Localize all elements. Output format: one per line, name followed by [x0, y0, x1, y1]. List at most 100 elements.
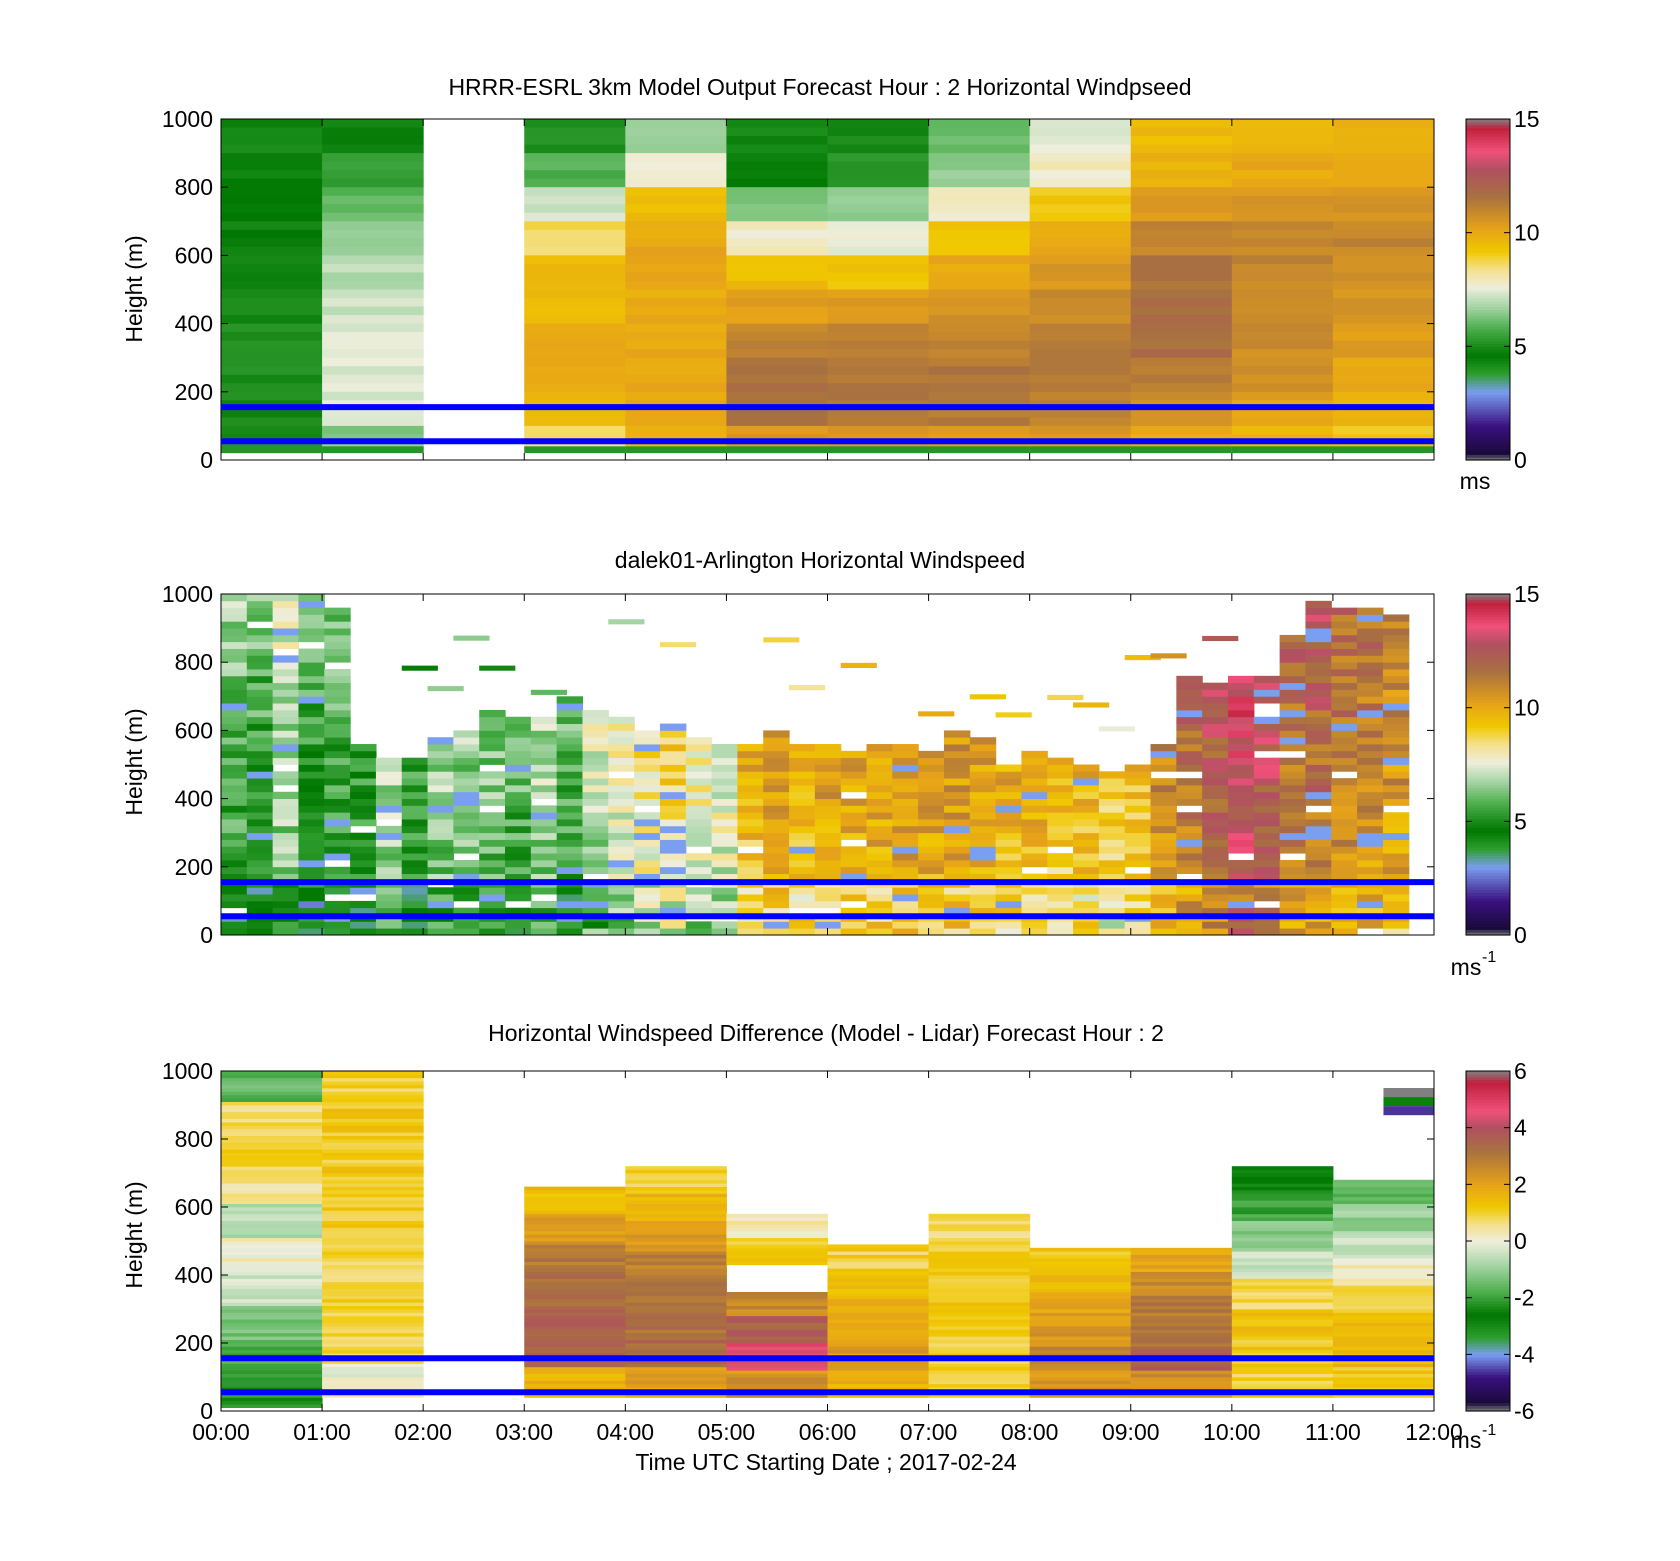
heatmap-cell: [298, 669, 325, 677]
colorbar-swatch: [1466, 1243, 1510, 1248]
heatmap-cell: [221, 866, 248, 875]
x-tick-label: 11:00: [1305, 1419, 1361, 1445]
heatmap-cell: [524, 1329, 626, 1334]
heatmap-cell: [763, 819, 790, 827]
heatmap-cell: [685, 873, 713, 881]
heatmap-cell: [726, 255, 828, 265]
heatmap-cell: [1382, 853, 1410, 861]
heatmap-cell: [530, 805, 558, 813]
heatmap-cell: [625, 153, 727, 163]
heatmap-cell: [943, 921, 971, 929]
colorbar-swatch: [1466, 628, 1510, 632]
heatmap-cell: [1305, 716, 1332, 724]
heatmap-cell: [1029, 1339, 1132, 1344]
heatmap-cell: [1202, 839, 1229, 847]
heatmap-cell: [634, 744, 661, 752]
heatmap-cell: [246, 614, 274, 622]
colorbar-swatch: [1466, 670, 1510, 675]
colorbar-swatch: [1466, 1204, 1510, 1208]
heatmap-cell: [634, 846, 661, 854]
colorbar-swatch: [1466, 221, 1510, 225]
heatmap-cell: [246, 716, 274, 724]
heatmap-cell: [556, 900, 584, 909]
heatmap-cell: [556, 709, 584, 718]
heatmap-cell: [1332, 1360, 1435, 1364]
colorbar-swatch: [1466, 869, 1510, 874]
heatmap-cell: [1130, 383, 1233, 393]
heatmap-cell: [1227, 709, 1255, 718]
colorbar-swatch: [1466, 292, 1510, 296]
colorbar-swatch: [1466, 1187, 1510, 1191]
heatmap-cell: [827, 1319, 930, 1323]
colorbar-swatch: [1466, 608, 1510, 612]
heatmap-cell: [1357, 894, 1384, 902]
colorbar-swatch: [1466, 1269, 1510, 1273]
heatmap-cell: [221, 764, 248, 772]
heatmap-cell: [625, 187, 727, 197]
heatmap-cell: [1227, 791, 1255, 799]
colorbar-swatch: [1466, 619, 1510, 624]
heatmap-cell: [1202, 907, 1229, 915]
heatmap-cell: [221, 1118, 323, 1123]
heatmap-cell: [427, 764, 454, 772]
heatmap-cell: [918, 900, 945, 909]
heatmap-cell: [324, 907, 351, 915]
heatmap-cell: [322, 1261, 424, 1266]
heatmap-cell: [866, 764, 893, 772]
colorbar-swatch: [1466, 320, 1510, 325]
heatmap-cell: [505, 716, 532, 724]
heatmap-cell: [685, 805, 713, 813]
colorbar-swatch: [1466, 832, 1510, 837]
heatmap-cell: [928, 1237, 1031, 1242]
heatmap-cell: [221, 634, 248, 643]
heatmap-cell: [1029, 1278, 1132, 1283]
heatmap-cell: [1332, 1200, 1435, 1204]
heatmap-cell: [221, 703, 248, 711]
colorbar-unit: ms: [1451, 1427, 1482, 1453]
heatmap-cell: [1124, 887, 1152, 895]
heatmap-cell: [1029, 1360, 1132, 1364]
colorbar-swatch: [1466, 926, 1510, 930]
heatmap-cell: [1332, 238, 1435, 248]
heatmap-cell: [1305, 784, 1332, 793]
heatmap-cell: [625, 1370, 727, 1374]
heatmap-cell: [1047, 887, 1074, 895]
heatmap-cell: [625, 1312, 727, 1317]
heatmap-cell: [453, 866, 480, 875]
heatmap-cell: [479, 716, 506, 724]
heatmap-cell: [625, 1326, 727, 1330]
heatmap-cell: [928, 1326, 1031, 1330]
heatmap-cell: [625, 1230, 727, 1235]
colorbar-tick-label: 10: [1514, 695, 1540, 721]
heatmap-cell: [1029, 323, 1132, 333]
heatmap-cell: [350, 744, 377, 752]
heatmap-cell: [1357, 791, 1384, 799]
heatmap-cell: [737, 853, 764, 861]
colorbar-swatch: [1466, 1255, 1510, 1259]
heatmap-cell: [524, 1281, 626, 1286]
heatmap-cell: [1231, 1288, 1334, 1293]
y-tick-label: 600: [175, 1194, 213, 1220]
heatmap-cell: [789, 798, 816, 806]
heatmap-cell: [324, 669, 351, 677]
heatmap-cell: [1029, 280, 1132, 290]
heatmap-cell: [1130, 1275, 1233, 1279]
heatmap-cell: [221, 1271, 323, 1276]
heatmap-cell: [530, 737, 558, 745]
heatmap-cell: [1150, 784, 1177, 793]
heatmap-cell: [324, 696, 351, 704]
y-axis-label: Height (m): [121, 1181, 147, 1288]
heatmap-cell: [322, 1203, 424, 1208]
heatmap-cell: [789, 819, 816, 827]
heatmap-cell: [827, 178, 930, 188]
heatmap-cell: [1231, 119, 1334, 129]
heatmap-cell: [1150, 750, 1177, 759]
heatmap-cell: [1253, 846, 1281, 854]
colorbar-swatch: [1466, 653, 1510, 658]
heatmap-cell: [221, 1081, 323, 1085]
colorbar-swatch: [1466, 1195, 1510, 1200]
heatmap-cell: [1231, 1292, 1334, 1296]
heatmap-cell: [659, 764, 687, 772]
heatmap-cell: [221, 417, 323, 427]
